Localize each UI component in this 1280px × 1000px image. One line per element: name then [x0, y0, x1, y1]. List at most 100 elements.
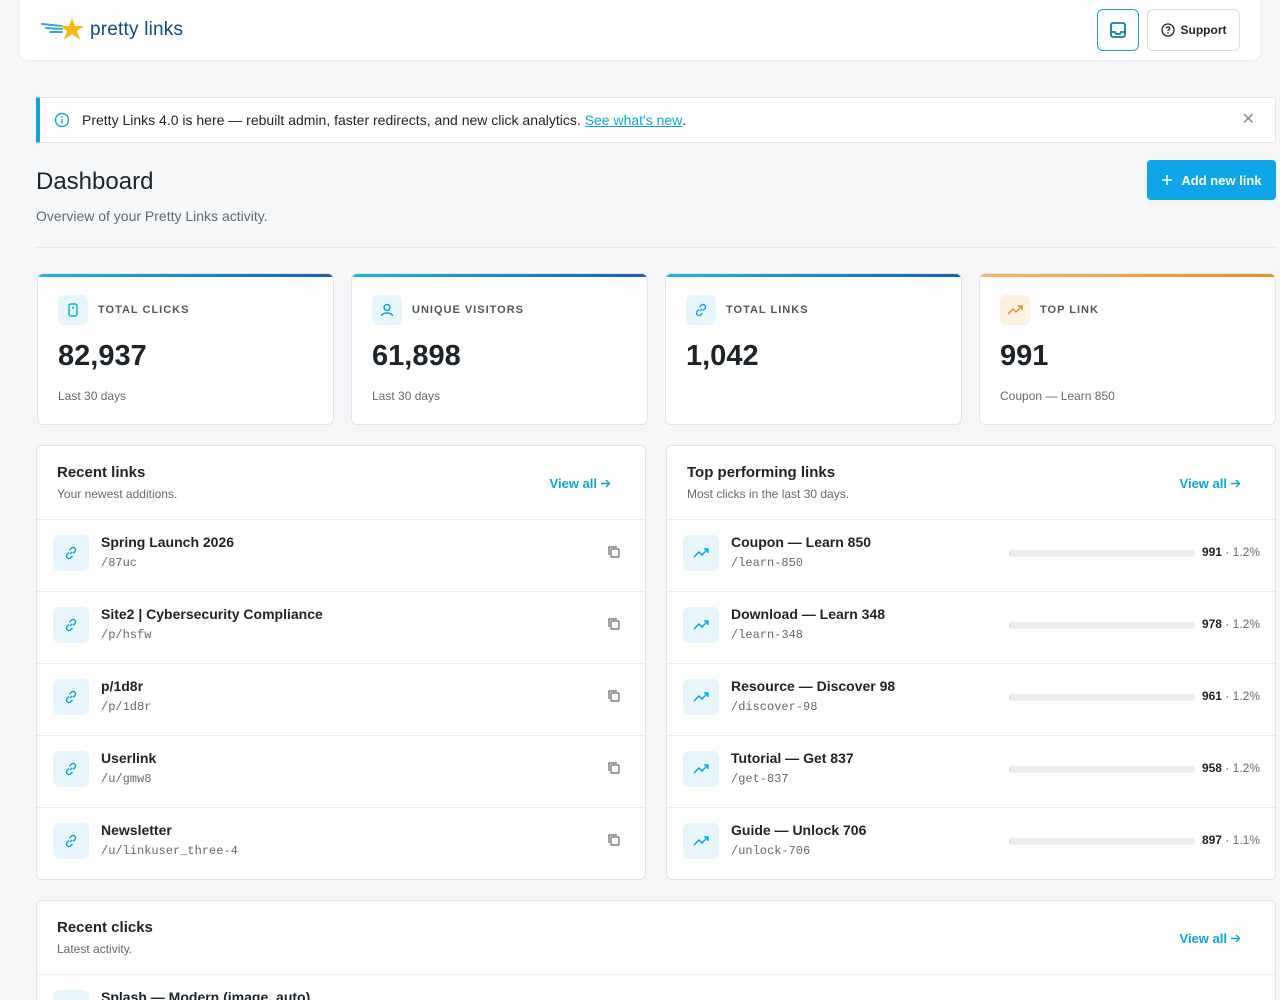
list-item[interactable]: p/1d8r /p/1d8r [37, 663, 645, 735]
click-count: 958 [1201, 761, 1222, 775]
link-name[interactable]: Coupon — Learn 850 [731, 534, 872, 550]
link-name[interactable]: Newsletter [101, 822, 172, 838]
link-slug: /discover-98 [731, 700, 818, 714]
link-slug: /87uc [101, 556, 138, 570]
inbox-icon [1110, 22, 1126, 38]
link-slug: /learn-850 [731, 556, 804, 570]
page-title: Dashboard [36, 168, 154, 195]
support-label: Support [1180, 23, 1227, 37]
click-stat: 958 · 1.2% [1201, 761, 1260, 775]
click-count: 897 [1201, 833, 1222, 847]
stat-card-unique-visitors: UNIQUE VISITORS 61,898 Last 30 days [351, 273, 648, 425]
stat-value: 82,937 [58, 340, 147, 372]
stat-sub: Last 30 days [372, 389, 441, 403]
list-item[interactable]: Splash — Modern (image, auto) [37, 974, 1275, 1000]
panel-subtitle: Most clicks in the last 30 days. [687, 487, 850, 501]
panel-title: Top performing links [687, 464, 836, 481]
list-item[interactable]: Download — Learn 348 /learn-348 978 · 1.… [667, 591, 1275, 663]
link-name[interactable]: Userlink [101, 750, 157, 766]
notice-trailing: . [682, 112, 687, 128]
link-slug: /u/gmw8 [101, 772, 152, 786]
link-name[interactable]: Resource — Discover 98 [731, 678, 896, 694]
share-bar [1009, 766, 1195, 773]
click-link-name[interactable]: Splash — Modern (image, auto) [101, 989, 311, 1000]
link-name[interactable]: Download — Learn 348 [731, 606, 886, 622]
copy-icon[interactable] [607, 617, 621, 631]
click-percent: 1.1% [1232, 833, 1260, 847]
list-item[interactable]: Resource — Discover 98 /discover-98 961 … [667, 663, 1275, 735]
click-percent: 1.2% [1232, 761, 1260, 775]
link-slug: /learn-348 [731, 628, 804, 642]
arrow-right-icon [1231, 934, 1241, 943]
trending-icon [1000, 295, 1030, 325]
top-links-list: Coupon — Learn 850 /learn-850 991 · 1.2%… [667, 519, 1275, 879]
copy-icon[interactable] [607, 761, 621, 775]
link-slug: /u/linkuser_three-4 [101, 844, 238, 858]
link-slug: /p/hsfw [101, 628, 152, 642]
share-bar [1009, 694, 1195, 701]
stat-sub: Coupon — Learn 850 [1000, 389, 1115, 403]
add-new-link-button[interactable]: Add new link [1147, 160, 1276, 200]
close-icon[interactable]: ✕ [1241, 111, 1255, 128]
list-item[interactable]: Tutorial — Get 837 /get-837 958 · 1.2% [667, 735, 1275, 807]
user-icon [372, 295, 402, 325]
stat-value: 991 [1000, 340, 1049, 372]
click-count: 991 [1201, 545, 1222, 559]
stat-card-total-links: TOTAL LINKS 1,042 [665, 273, 962, 425]
click-stat: 961 · 1.2% [1201, 689, 1260, 703]
view-all-link[interactable]: View all [550, 476, 611, 491]
arrow-right-icon [1231, 479, 1241, 488]
list-item[interactable]: Userlink /u/gmw8 [37, 735, 645, 807]
list-item[interactable]: Site2 | Cybersecurity Compliance /p/hsfw [37, 591, 645, 663]
support-button[interactable]: Support [1147, 9, 1240, 51]
notice-text: Pretty Links 4.0 is here — rebuilt admin… [82, 112, 581, 128]
link-icon [53, 823, 89, 859]
list-item[interactable]: Coupon — Learn 850 /learn-850 991 · 1.2% [667, 519, 1275, 591]
notice-link[interactable]: See what's new [584, 112, 683, 128]
link-name[interactable]: Guide — Unlock 706 [731, 822, 867, 838]
trending-icon [683, 535, 719, 571]
top-performing-links-panel: Top performing links Most clicks in the … [666, 445, 1276, 880]
share-bar-fill [1009, 838, 1012, 845]
add-new-link-label: Add new link [1181, 172, 1262, 188]
link-icon [53, 990, 89, 1000]
view-all-link[interactable]: View all [1180, 931, 1241, 946]
stat-card-top-link: TOP LINK 991 Coupon — Learn 850 [979, 273, 1276, 425]
panel-subtitle: Latest activity. [57, 942, 133, 956]
copy-icon[interactable] [607, 833, 621, 847]
list-item[interactable]: Guide — Unlock 706 /unlock-706 897 · 1.1… [667, 807, 1275, 879]
link-name[interactable]: Tutorial — Get 837 [731, 750, 854, 766]
link-slug: /unlock-706 [731, 844, 811, 858]
click-percent: 1.2% [1232, 545, 1260, 559]
card-accent-bar [352, 274, 647, 277]
pretty-links-logo[interactable]: pretty links [40, 16, 183, 44]
copy-icon[interactable] [607, 689, 621, 703]
recent-clicks-panel: Recent clicks Latest activity. View all … [36, 900, 1276, 1000]
copy-icon[interactable] [607, 545, 621, 559]
click-percent: 1.2% [1232, 689, 1260, 703]
link-icon [53, 751, 89, 787]
panel-title: Recent links [57, 464, 146, 481]
click-count: 961 [1201, 689, 1222, 703]
link-name[interactable]: Site2 | Cybersecurity Compliance [101, 606, 323, 622]
link-name[interactable]: p/1d8r [101, 678, 144, 694]
click-icon [58, 295, 88, 325]
card-accent-bar [666, 274, 961, 277]
trending-icon [683, 751, 719, 787]
link-icon [53, 535, 89, 571]
recent-links-panel: Recent links Your newest additions. View… [36, 445, 646, 880]
panel-subtitle: Your newest additions. [57, 487, 178, 501]
list-item[interactable]: Newsletter /u/linkuser_three-4 [37, 807, 645, 879]
view-all-label: View all [1179, 476, 1227, 491]
card-accent-bar [38, 274, 333, 277]
info-icon [54, 112, 70, 128]
list-item[interactable]: Spring Launch 2026 /87uc [37, 519, 645, 591]
link-name[interactable]: Spring Launch 2026 [101, 534, 235, 550]
trending-icon [683, 823, 719, 859]
stat-label: UNIQUE VISITORS [412, 304, 524, 316]
arrow-right-icon [601, 479, 611, 488]
panel-title: Recent clicks [57, 919, 153, 936]
view-all-link[interactable]: View all [1180, 476, 1241, 491]
help-circle-icon [1160, 23, 1175, 37]
inbox-button[interactable] [1097, 9, 1139, 51]
